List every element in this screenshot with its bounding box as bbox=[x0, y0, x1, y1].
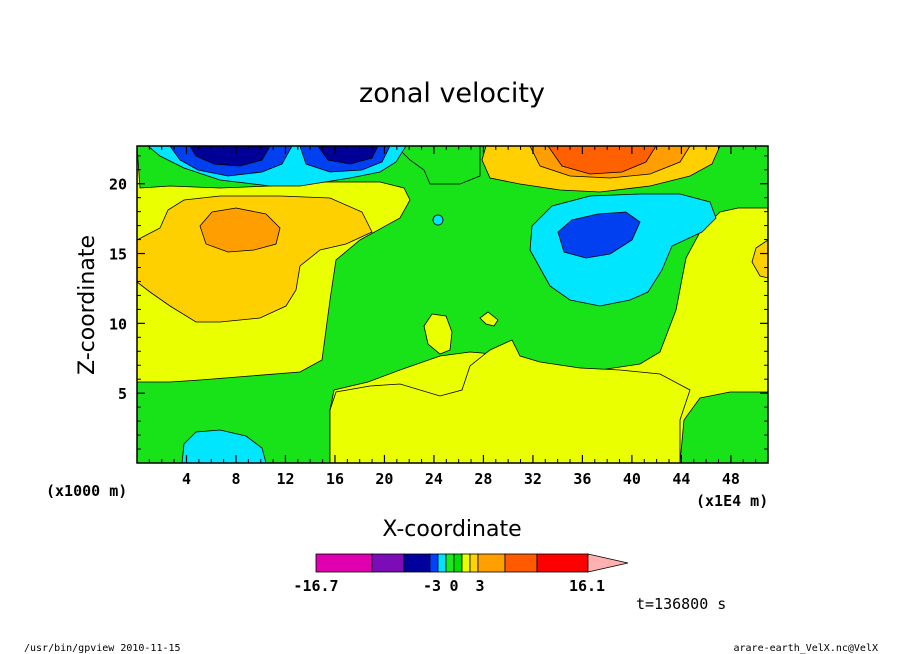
colorbar-mid-label-pos: 3 bbox=[475, 577, 484, 595]
region-orange-left bbox=[137, 195, 373, 323]
colorbar-segment bbox=[469, 553, 479, 573]
colorbar-segment bbox=[477, 553, 506, 573]
y-axis-ticks: 5 10 15 20 bbox=[109, 155, 768, 450]
y-tick-label: 15 bbox=[109, 246, 127, 264]
colorbar-segment bbox=[461, 553, 471, 573]
colorbar bbox=[315, 553, 629, 573]
colorbar-max-arrow bbox=[587, 553, 629, 573]
colorbar-mid-label-neg: -3 bbox=[423, 577, 441, 595]
x-tick-label: 16 bbox=[326, 470, 344, 488]
region-green-upper bbox=[395, 146, 481, 185]
colorbar-segment bbox=[403, 553, 431, 573]
region-orange-right-edge bbox=[751, 239, 768, 279]
colorbar-segment bbox=[504, 553, 538, 573]
colorbar-segment bbox=[429, 553, 439, 573]
time-annotation: t=136800 s bbox=[636, 595, 726, 613]
region-green-right bbox=[679, 391, 768, 463]
x-tick-label: 32 bbox=[524, 470, 542, 488]
region-blue-right bbox=[557, 211, 641, 259]
y-tick-label: 20 bbox=[109, 176, 127, 194]
colorbar-segment bbox=[371, 553, 405, 573]
x-tick-label: 8 bbox=[231, 470, 240, 488]
y-tick-label: 10 bbox=[109, 315, 127, 333]
footer-left: /usr/bin/gpview 2010-11-15 bbox=[24, 643, 181, 654]
x-unit-label: (x1000 m) bbox=[46, 482, 127, 500]
region-navy-top-left-2 bbox=[317, 146, 379, 165]
x-scale-label: (x1E4 m) bbox=[696, 492, 768, 510]
colorbar-segment bbox=[453, 553, 463, 573]
region-red-right-top bbox=[547, 146, 657, 175]
colorbar-segment bbox=[536, 553, 589, 573]
x-tick-label: 28 bbox=[474, 470, 492, 488]
colorbar-segment bbox=[315, 553, 373, 573]
region-yellow-island-2 bbox=[479, 311, 499, 327]
x-axis-title: X-coordinate bbox=[382, 517, 521, 542]
x-tick-label: 44 bbox=[672, 470, 690, 488]
x-tick-label: 40 bbox=[623, 470, 641, 488]
y-tick-label: 5 bbox=[118, 385, 127, 403]
colorbar-min-label: -16.7 bbox=[293, 577, 338, 595]
y-axis-title: Z-coordinate bbox=[75, 235, 100, 375]
contour-field bbox=[137, 146, 768, 463]
region-navy-top-left bbox=[189, 146, 271, 167]
region-yellow-bottom bbox=[329, 339, 691, 463]
x-tick-label: 20 bbox=[375, 470, 393, 488]
x-tick-label: 4 bbox=[182, 470, 191, 488]
chart-title: zonal velocity bbox=[359, 78, 545, 109]
x-tick-label: 24 bbox=[425, 470, 443, 488]
plot-frame bbox=[136, 145, 769, 464]
x-axis-ticks: 4 8 12 16 20 24 28 32 36 40 44 48 bbox=[148, 146, 757, 488]
footer-right: arare-earth_VelX.nc@VelX bbox=[734, 643, 879, 654]
region-cyan-island bbox=[432, 214, 444, 226]
region-dark-orange-left bbox=[199, 207, 281, 253]
region-yellow-island-1 bbox=[423, 313, 453, 355]
x-tick-label: 12 bbox=[276, 470, 294, 488]
colorbar-segment bbox=[445, 553, 455, 573]
x-tick-label: 36 bbox=[573, 470, 591, 488]
x-tick-label: 48 bbox=[722, 470, 740, 488]
colorbar-segment bbox=[437, 553, 447, 573]
region-cyan-bottom-left bbox=[181, 429, 267, 463]
colorbar-mid-label-zero: 0 bbox=[449, 577, 458, 595]
colorbar-max-label: 16.1 bbox=[569, 577, 605, 595]
